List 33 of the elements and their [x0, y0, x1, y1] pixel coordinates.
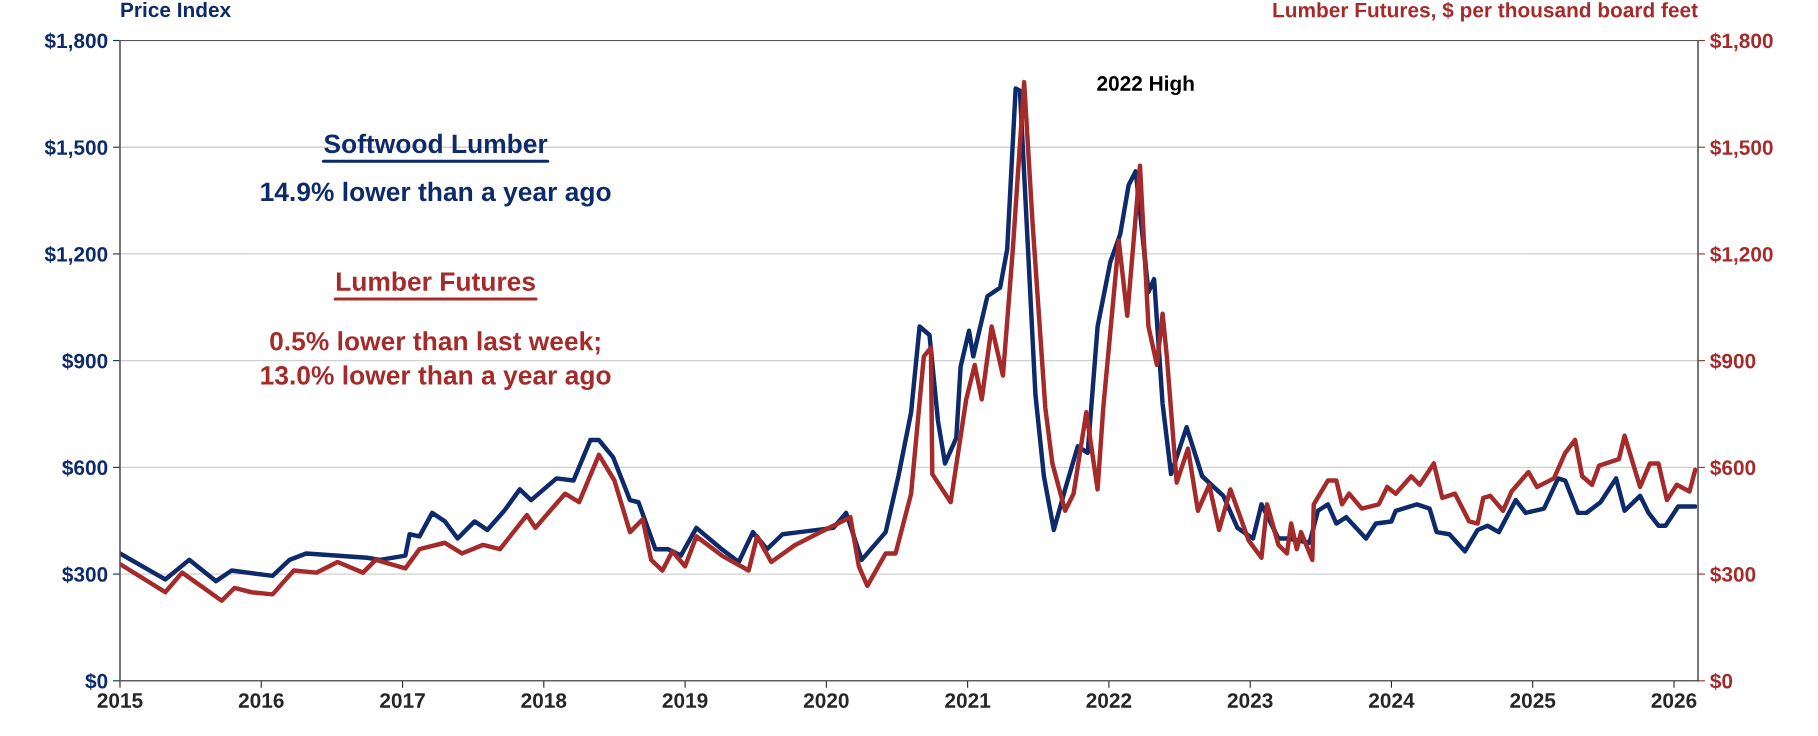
x-tick-label: 2016 [238, 693, 284, 708]
y2-tick-label: $900 [1710, 352, 1756, 370]
y-tick-label: $300 [62, 566, 108, 584]
x-tick-label: 2024 [1369, 693, 1415, 708]
y-axis-title: Price Index [121, 1, 231, 18]
y2-tick-label: $1,500 [1710, 139, 1773, 158]
y2-axis-title: Lumber Futures, $ per thousand board feet [1273, 1, 1698, 22]
y-tick-label: $1,500 [44, 139, 108, 158]
y2-tick-label: $1,800 [1710, 32, 1773, 52]
y-tick-label: $900 [62, 352, 108, 370]
annotation: 0.5% lower than last week; 13.0% lower than a year ago [261, 331, 611, 391]
x-tick-label: 2021 [945, 693, 991, 708]
x-tick-label: 2018 [521, 693, 567, 708]
y2-tick-label: $0 [1710, 672, 1733, 690]
x-tick-label: 2017 [380, 693, 425, 708]
y-tick-label: $600 [62, 459, 108, 477]
y-tick-label: $1,800 [44, 32, 108, 52]
y-tick-label: $0 [85, 672, 108, 690]
x-tick-label: 2023 [1227, 693, 1273, 708]
y2-tick-label: $300 [1710, 566, 1756, 584]
x-tick-label: 2022 [1086, 693, 1132, 708]
x-tick-label: 2020 [803, 693, 849, 708]
y2-tick-label: $1,200 [1710, 246, 1773, 265]
annotation: Softwood Lumber [324, 133, 548, 154]
annotation: 2022 High [1097, 75, 1194, 96]
annotation: 14.9% lower than a year ago [261, 181, 611, 207]
x-tick-label: 2015 [97, 693, 143, 708]
x-tick-label: 2026 [1651, 693, 1697, 708]
x-tick-label: 2025 [1510, 693, 1556, 708]
annotation: Lumber Futures [336, 271, 535, 291]
x-tick-label: 2019 [662, 693, 708, 708]
y-tick-label: $1,200 [44, 246, 108, 265]
y2-tick-label: $600 [1710, 459, 1756, 477]
